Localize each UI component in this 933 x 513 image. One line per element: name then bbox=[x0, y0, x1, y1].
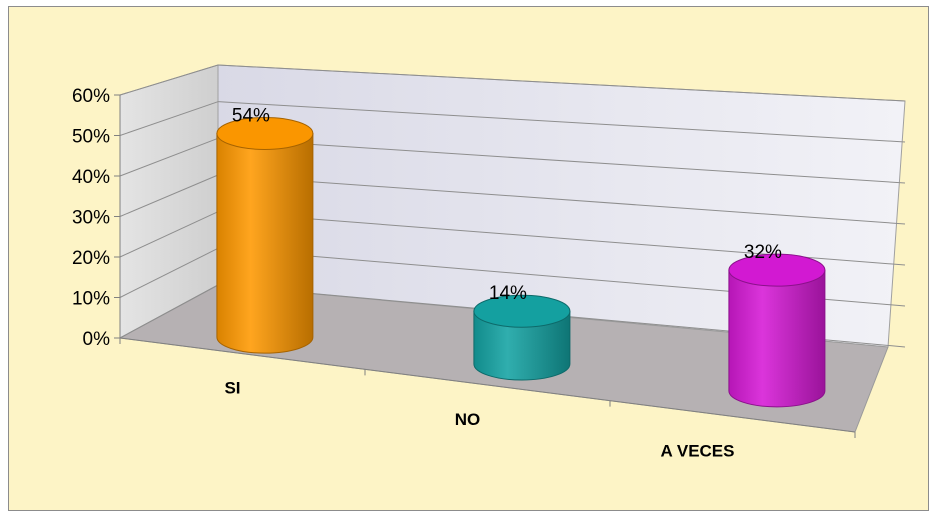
bar-body bbox=[473, 310, 571, 381]
data-label: 32% bbox=[744, 242, 782, 263]
y-tick-label: 30% bbox=[72, 208, 110, 229]
gridline-side bbox=[119, 174, 219, 217]
x-axis-line bbox=[119, 337, 856, 433]
y-tick-label: 20% bbox=[72, 248, 110, 269]
data-label: 54% bbox=[232, 105, 270, 126]
y-axis-ticks: 0% 10% 20% 30% 40% 50% 60% bbox=[72, 86, 120, 350]
x-category-label: SI bbox=[224, 379, 240, 398]
y-tick-label: 50% bbox=[72, 127, 110, 148]
y-tick-label: 10% bbox=[72, 289, 110, 310]
data-labels: 54% 14% 32% bbox=[232, 105, 782, 304]
y-tick-label: 60% bbox=[72, 86, 110, 107]
bar-top bbox=[473, 294, 571, 328]
bars bbox=[216, 116, 826, 408]
gridline-back bbox=[217, 137, 906, 184]
bar-a-veces bbox=[728, 253, 826, 408]
x-axis-categories: SI NO A VECES bbox=[224, 379, 734, 461]
gridline-back bbox=[217, 101, 906, 143]
x-category-label: A VECES bbox=[660, 441, 734, 460]
gridline-side bbox=[119, 137, 219, 177]
gridline-side bbox=[119, 211, 219, 258]
bar-body bbox=[728, 269, 826, 408]
gridline-back bbox=[217, 64, 906, 102]
bar-body bbox=[216, 132, 314, 354]
gridline-side bbox=[119, 101, 219, 136]
gridline-side bbox=[119, 64, 219, 96]
bar-si bbox=[216, 116, 314, 354]
bar-top bbox=[216, 116, 314, 150]
gridline-side bbox=[119, 284, 219, 339]
bar-top bbox=[728, 253, 826, 287]
x-category-label: NO bbox=[455, 410, 481, 429]
y-tick-label: 40% bbox=[72, 167, 110, 188]
gridline-side bbox=[119, 247, 219, 298]
bar-no bbox=[473, 294, 571, 381]
gridline-back bbox=[217, 174, 906, 225]
y-tick-label: 0% bbox=[83, 329, 111, 350]
data-label: 14% bbox=[489, 283, 527, 304]
